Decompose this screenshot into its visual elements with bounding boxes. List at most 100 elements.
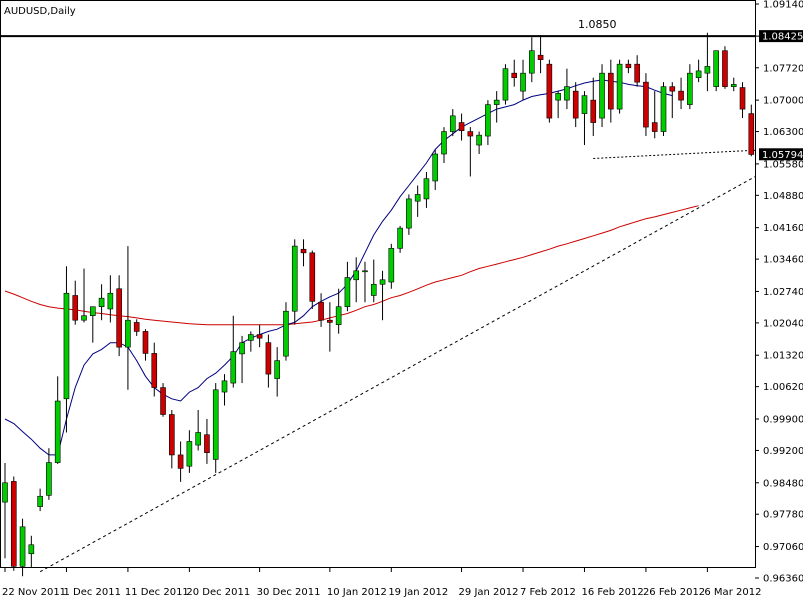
candle bbox=[274, 347, 280, 397]
candle bbox=[133, 319, 140, 336]
candle bbox=[581, 91, 588, 146]
candle-body-bull bbox=[283, 310, 289, 357]
candle bbox=[406, 194, 412, 235]
candle bbox=[441, 127, 447, 163]
candle bbox=[195, 410, 201, 451]
candle-body-bear bbox=[608, 72, 614, 110]
candle-body-bull bbox=[502, 68, 509, 101]
x-tick-label: 16 Feb 2012 bbox=[581, 587, 643, 598]
candle bbox=[230, 315, 237, 388]
level-axis-tag bbox=[759, 30, 803, 43]
candle bbox=[204, 419, 210, 464]
x-tick-label: 1 Dec 2011 bbox=[63, 587, 121, 598]
trendline-dotted bbox=[593, 149, 756, 160]
candle-body-bear bbox=[116, 288, 122, 348]
candle bbox=[72, 280, 79, 325]
candle-body-bear bbox=[318, 301, 324, 321]
candle bbox=[353, 257, 360, 303]
candle-body-bull bbox=[90, 306, 96, 317]
candle-body-bull bbox=[362, 270, 368, 273]
x-tick-label: 19 Jan 2012 bbox=[388, 587, 448, 598]
candle bbox=[160, 383, 166, 417]
y-tick-label: 1.02040 bbox=[763, 318, 803, 329]
x-tick-label: 11 Dec 2011 bbox=[125, 587, 189, 598]
y-tick-label: 1.03460 bbox=[763, 255, 803, 266]
candle-body-bull bbox=[704, 66, 711, 74]
candle bbox=[687, 64, 693, 110]
candle-body-bear bbox=[458, 122, 465, 131]
candle bbox=[221, 374, 228, 406]
candle bbox=[265, 334, 272, 388]
candle-body-bull bbox=[370, 283, 377, 296]
candle-body-bear bbox=[722, 50, 728, 87]
candle-body-bull bbox=[397, 227, 403, 249]
candle-body-bear bbox=[309, 252, 316, 302]
candle-body-bull bbox=[81, 315, 87, 321]
y-tick-label: 1.00620 bbox=[763, 382, 803, 393]
candle-body-bear bbox=[72, 295, 79, 321]
ma-fast-path bbox=[4, 79, 673, 456]
candle bbox=[449, 109, 456, 137]
level-axis-tag-label: 1.08425 bbox=[762, 32, 803, 43]
candle-body-bull bbox=[46, 462, 52, 496]
candle-body-bear bbox=[739, 87, 746, 110]
candle-body-bull bbox=[19, 526, 26, 567]
candle bbox=[151, 342, 158, 397]
plot-frame bbox=[0, 0, 756, 568]
resistance-level-label: 1.0850 bbox=[578, 18, 617, 31]
candle-body-bull bbox=[388, 248, 395, 283]
candle bbox=[125, 246, 131, 390]
candle bbox=[177, 441, 184, 482]
candle-body-bull bbox=[37, 495, 43, 507]
candle bbox=[142, 329, 149, 361]
candle bbox=[362, 261, 368, 303]
y-tick-label: 0.99200 bbox=[763, 446, 803, 457]
candle bbox=[335, 288, 342, 334]
candle bbox=[572, 82, 579, 128]
x-tick-label: 26 Feb 2012 bbox=[643, 587, 705, 598]
candle-body-bull bbox=[186, 441, 193, 467]
candle-body-bull bbox=[687, 72, 693, 105]
candle bbox=[485, 100, 491, 146]
candle bbox=[90, 306, 96, 343]
candle bbox=[730, 77, 737, 92]
candle-body-bull bbox=[212, 389, 219, 460]
y-tick-label: 1.04160 bbox=[763, 223, 803, 234]
candle bbox=[19, 518, 26, 577]
candle-body-bull bbox=[485, 104, 491, 137]
trendline-dashed bbox=[39, 176, 756, 573]
candle-body-bull bbox=[695, 70, 702, 78]
candle-body-bull bbox=[528, 50, 535, 74]
candle-body-bull bbox=[476, 134, 482, 146]
candle bbox=[432, 149, 439, 190]
candle-body-bull bbox=[441, 131, 447, 155]
candle-body-bull bbox=[107, 292, 114, 310]
candle-body-bull bbox=[379, 279, 386, 285]
candle bbox=[467, 127, 474, 177]
candle bbox=[28, 535, 35, 568]
candle bbox=[713, 50, 719, 92]
ma-fast-line bbox=[4, 79, 673, 456]
candle bbox=[239, 335, 245, 384]
candle-body-bear bbox=[748, 113, 755, 155]
candle-body-bear bbox=[256, 334, 263, 339]
candle-body-bull bbox=[353, 270, 360, 281]
current-price-tag bbox=[759, 148, 803, 161]
candle bbox=[388, 243, 395, 289]
candle bbox=[186, 430, 193, 473]
candle-body-bull bbox=[432, 153, 439, 182]
candle-body-bull bbox=[713, 50, 719, 87]
candle bbox=[678, 77, 684, 110]
candle-body-bull bbox=[616, 63, 623, 110]
candle-body-bear bbox=[537, 54, 544, 60]
candle-body-bull bbox=[335, 306, 342, 325]
candle bbox=[511, 59, 518, 87]
candle-body-bull bbox=[54, 400, 61, 463]
candle-body-bear bbox=[643, 81, 649, 128]
candle bbox=[256, 324, 263, 348]
candle-body-bear bbox=[204, 434, 210, 453]
candle-body-bull bbox=[2, 482, 8, 503]
y-tick-label: 1.01320 bbox=[763, 351, 803, 362]
candle-body-bear bbox=[160, 387, 166, 415]
